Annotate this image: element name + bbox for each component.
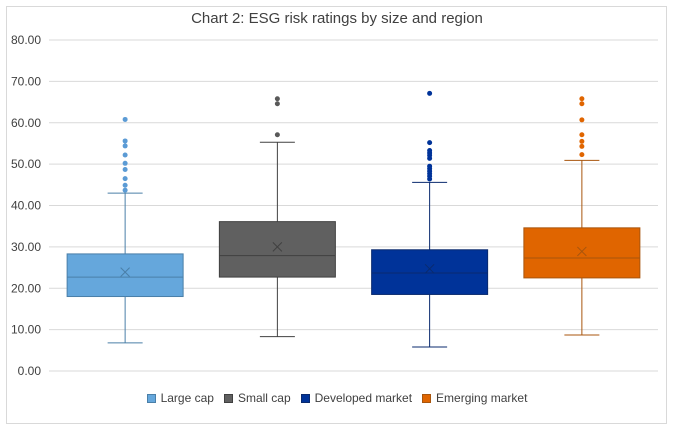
outlier-point [122, 138, 128, 144]
y-tick-label: 20.00 [11, 281, 41, 295]
outlier-point [579, 143, 585, 149]
y-tick-label: 10.00 [11, 323, 41, 337]
legend-item: Developed market [300, 391, 413, 405]
y-axis: 0.00 10.00 20.00 30.00 40.00 50.00 60.00 70.00 8… [11, 33, 41, 378]
legend-label: Small cap [237, 391, 291, 405]
box-large-cap [66, 116, 184, 344]
outlier-point [122, 116, 128, 122]
y-tick-label: 40.00 [11, 199, 41, 213]
y-tick-label: 50.00 [11, 157, 41, 171]
iqr-box [218, 221, 336, 278]
y-tick-label: 0.00 [18, 364, 42, 378]
mean-marker [120, 267, 130, 277]
box-developed-market [371, 90, 489, 348]
iqr-box [523, 227, 641, 279]
outlier-point [122, 187, 128, 193]
box-small-cap [218, 96, 336, 338]
outlier-point [579, 152, 585, 158]
legend-item: Small cap [223, 391, 291, 405]
box-emerging-market [523, 96, 641, 336]
mean-marker [577, 246, 587, 257]
boxes [66, 90, 641, 348]
outlier-point [579, 138, 585, 144]
legend-swatch [146, 393, 156, 403]
legend-label: Large cap [160, 391, 214, 405]
legend-item: Large cap [146, 391, 214, 405]
y-tick-label: 70.00 [11, 74, 41, 88]
outlier-point [579, 101, 585, 107]
outlier-point [274, 132, 280, 138]
y-tick-label: 60.00 [11, 116, 41, 130]
legend-swatch [300, 393, 310, 403]
legend-swatch [422, 393, 432, 403]
mean-marker [272, 242, 283, 252]
outlier-point [122, 176, 128, 182]
legend: Large cap Small cap Developed market Emergi… [0, 391, 674, 405]
chart-frame [6, 6, 667, 424]
y-tick-label: 30.00 [11, 240, 41, 254]
outlier-point [122, 182, 128, 188]
outlier-point [122, 160, 128, 166]
outlier-point [274, 101, 280, 107]
outlier-point [427, 140, 433, 146]
outlier-point [122, 167, 128, 173]
outlier-point [427, 163, 433, 169]
outlier-point [122, 143, 128, 149]
outlier-point [427, 90, 433, 96]
y-tick-label: 80.00 [11, 33, 41, 47]
legend-label: Developed market [314, 391, 413, 405]
outlier-point [427, 147, 433, 153]
legend-label: Emerging market [436, 391, 528, 405]
legend-swatch [223, 393, 233, 403]
outlier-point [579, 117, 585, 123]
outlier-point [579, 96, 585, 102]
outlier-point [122, 152, 128, 158]
iqr-box [371, 249, 489, 295]
gridlines [49, 39, 658, 372]
outlier-point [274, 96, 280, 102]
outlier-point [579, 132, 585, 138]
mean-marker [424, 263, 435, 274]
legend-item: Emerging market [422, 391, 527, 405]
iqr-box [66, 253, 184, 298]
chart-title: Chart 2: ESG risk ratings by size and re… [191, 10, 483, 27]
